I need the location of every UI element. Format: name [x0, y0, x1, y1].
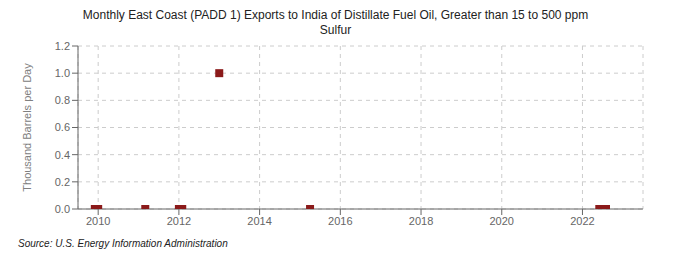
svg-text:2012: 2012 [167, 215, 191, 227]
svg-text:2020: 2020 [490, 215, 514, 227]
html-text:Monthly East Coast (PADD 1) Ex: Monthly East Coast (PADD 1) Exports to I… [82, 8, 589, 22]
html-text:Sulfur: Sulfur [319, 23, 352, 37]
svg-text:0.0: 0.0 [55, 203, 70, 215]
svg-text:0.2: 0.2 [55, 176, 70, 188]
svg-text:2022: 2022 [570, 215, 594, 227]
svg-text:2014: 2014 [247, 215, 271, 227]
html-text:Source: U.S. Energy Informatio: Source: U.S. Energy Information Administ… [18, 238, 228, 249]
svg-text:0.6: 0.6 [55, 121, 70, 133]
svg-text:0.8: 0.8 [55, 94, 70, 106]
svg-text:2010: 2010 [86, 215, 110, 227]
svg-text:2018: 2018 [409, 215, 433, 227]
svg-text:1.0: 1.0 [55, 67, 70, 79]
svg-text:Thousand Barrels per Day: Thousand Barrels per Day [21, 63, 33, 192]
svg-text:2016: 2016 [328, 215, 352, 227]
svg-text:0.4: 0.4 [55, 149, 70, 161]
svg-text:1.2: 1.2 [55, 40, 70, 52]
